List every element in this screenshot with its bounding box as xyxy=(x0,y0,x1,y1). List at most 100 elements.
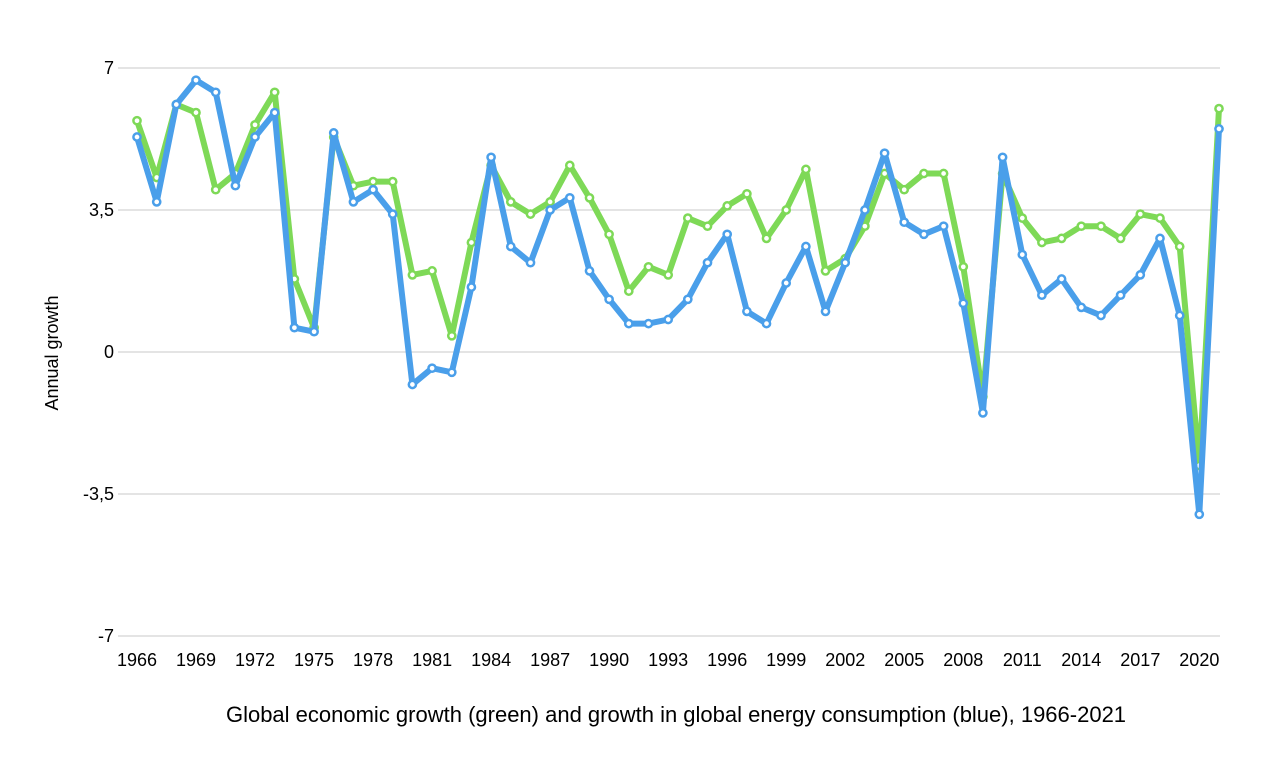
data-point-economic xyxy=(801,164,811,175)
data-point-energy xyxy=(368,184,378,195)
data-point-energy xyxy=(643,318,654,329)
data-point-energy xyxy=(1037,290,1047,301)
x-tick-label: 1975 xyxy=(294,650,334,670)
data-point-energy xyxy=(801,241,811,252)
data-point-energy xyxy=(840,257,851,268)
series-energy xyxy=(132,75,1224,520)
y-tick-label: 3,5 xyxy=(89,200,114,220)
data-point-energy xyxy=(860,205,870,215)
data-point-economic xyxy=(525,209,536,219)
x-tick-label: 2005 xyxy=(884,650,924,670)
data-point-economic xyxy=(899,184,910,195)
data-point-economic xyxy=(1214,103,1224,114)
data-point-energy xyxy=(486,152,496,163)
data-point-economic xyxy=(132,115,142,126)
y-axis-title: Annual growth xyxy=(42,295,62,410)
data-point-energy xyxy=(309,326,319,337)
data-point-economic xyxy=(584,192,595,203)
data-point-economic xyxy=(1056,233,1067,244)
data-point-economic xyxy=(191,107,201,118)
data-point-economic xyxy=(702,221,713,232)
data-point-energy xyxy=(427,363,437,374)
data-point-energy xyxy=(1135,270,1146,280)
data-point-energy xyxy=(761,318,772,329)
data-point-energy xyxy=(525,257,536,268)
data-point-energy xyxy=(938,221,949,232)
data-point-economic xyxy=(545,197,555,207)
data-point-energy xyxy=(210,87,221,98)
data-point-energy xyxy=(1096,310,1106,321)
data-point-economic xyxy=(820,266,831,276)
x-tick-label: 1987 xyxy=(530,650,570,670)
x-tick-label: 1996 xyxy=(707,650,747,670)
data-point-economic xyxy=(623,286,634,296)
data-point-economic xyxy=(466,237,477,248)
data-point-energy xyxy=(899,217,910,228)
data-point-energy xyxy=(879,148,890,159)
data-point-energy xyxy=(958,298,969,309)
data-point-economic xyxy=(505,197,516,207)
data-point-energy xyxy=(387,209,398,219)
x-axis-ticks: 1966 1969 1972 1975 1978 1981 1984 1987 1990 1993… xyxy=(117,650,1219,670)
x-tick-label: 1981 xyxy=(412,650,452,670)
data-point-economic xyxy=(604,229,614,240)
x-tick-label: 2002 xyxy=(825,650,865,670)
data-point-economic xyxy=(742,188,752,199)
data-point-energy xyxy=(1194,509,1205,520)
data-point-energy xyxy=(978,408,988,418)
data-point-economic xyxy=(1096,221,1106,232)
data-point-energy xyxy=(250,132,260,142)
data-point-energy xyxy=(407,379,418,390)
data-point-economic xyxy=(1076,221,1087,232)
data-point-economic xyxy=(1174,241,1185,252)
data-point-economic xyxy=(1115,233,1126,244)
data-point-economic xyxy=(958,261,969,272)
data-point-energy xyxy=(466,282,477,292)
data-point-energy xyxy=(1155,233,1165,244)
series-line-economic xyxy=(134,89,1222,469)
data-point-economic xyxy=(387,176,398,187)
x-tick-label: 1990 xyxy=(589,650,629,670)
series-group xyxy=(132,75,1224,520)
x-tick-label: 2011 xyxy=(1003,650,1042,670)
data-point-energy xyxy=(269,107,280,118)
data-point-energy xyxy=(1174,310,1185,321)
data-point-energy xyxy=(623,318,634,329)
x-tick-label: 2008 xyxy=(943,650,983,670)
data-point-energy xyxy=(663,314,674,325)
data-point-energy xyxy=(919,229,929,240)
data-point-economic xyxy=(1037,237,1047,248)
data-point-economic xyxy=(1017,213,1028,223)
y-tick-label: -7 xyxy=(98,626,114,646)
x-tick-label: 2014 xyxy=(1061,650,1101,670)
data-point-energy xyxy=(1214,124,1224,134)
data-point-economic xyxy=(427,266,437,276)
data-point-economic xyxy=(1135,209,1146,219)
data-point-energy xyxy=(1017,249,1028,260)
data-point-economic xyxy=(663,270,674,280)
x-tick-label: 1999 xyxy=(766,650,806,670)
data-point-economic xyxy=(722,201,733,211)
series-line-energy xyxy=(134,77,1222,518)
y-tick-label: -3,5 xyxy=(83,484,114,504)
x-tick-label: 2020 xyxy=(1179,650,1219,670)
data-point-energy xyxy=(604,294,614,305)
data-point-energy xyxy=(230,180,241,191)
x-tick-label: 1978 xyxy=(353,650,393,670)
x-tick-label: 2017 xyxy=(1120,650,1160,670)
data-point-economic xyxy=(1155,213,1165,223)
data-point-energy xyxy=(820,306,831,317)
y-tick-label: 7 xyxy=(104,58,114,78)
chart-caption: Global economic growth (green) and growt… xyxy=(226,702,1126,727)
y-tick-label: 0 xyxy=(104,342,114,362)
x-tick-label: 1966 xyxy=(117,650,157,670)
gridlines xyxy=(118,67,1220,637)
data-point-economic xyxy=(781,205,792,215)
x-tick-label: 1984 xyxy=(471,650,511,670)
data-point-energy xyxy=(722,229,733,240)
x-tick-label: 1969 xyxy=(176,650,216,670)
data-point-economic xyxy=(269,87,280,98)
data-point-energy xyxy=(1115,290,1126,301)
data-point-energy xyxy=(742,306,752,317)
